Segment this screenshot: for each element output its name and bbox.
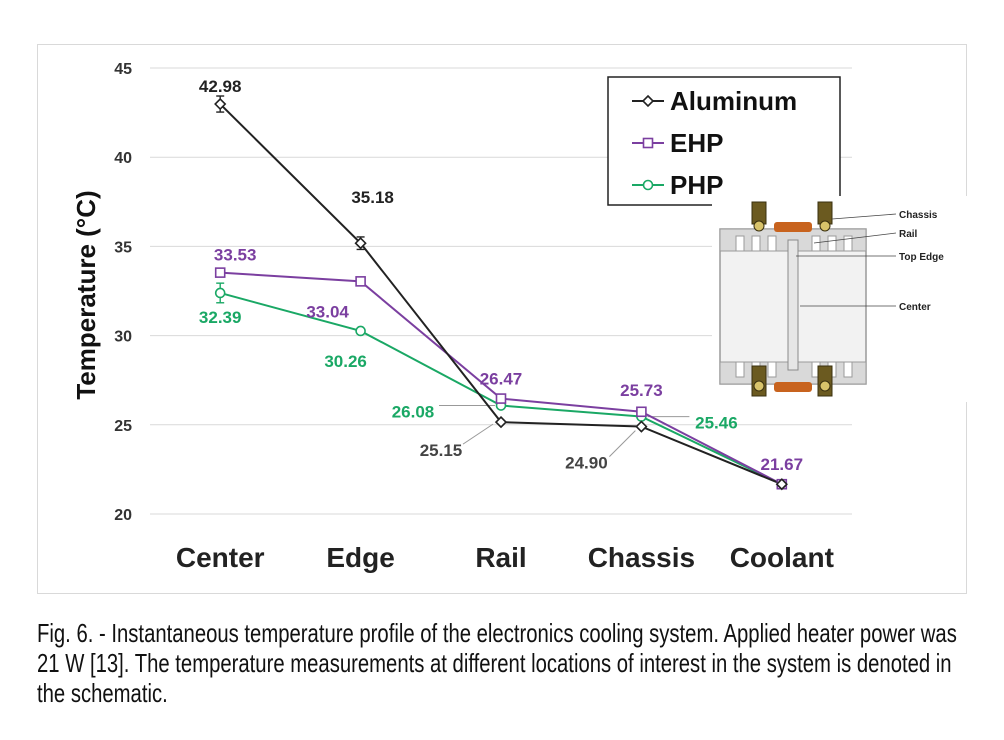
data-label: 26.08 bbox=[392, 403, 435, 422]
data-label: 35.18 bbox=[351, 188, 394, 207]
y-tick-label: 25 bbox=[114, 418, 132, 435]
data-label: 21.67 bbox=[761, 455, 804, 474]
data-label: 33.04 bbox=[306, 302, 349, 321]
legend-label-ehp: EHP bbox=[670, 128, 723, 158]
leader-line bbox=[462, 423, 494, 445]
y-tick-label: 45 bbox=[114, 61, 132, 78]
marker-php bbox=[355, 325, 366, 337]
schematic-top-heater bbox=[774, 222, 812, 232]
legend-label-aluminum: Aluminum bbox=[670, 86, 797, 116]
x-category-labels: Center Edge Rail Chassis Coolant bbox=[176, 542, 834, 573]
schematic-label-center: Center bbox=[899, 302, 931, 313]
chart: 20 25 30 35 40 45 Center Edge Rail Chassis Coolan… bbox=[71, 61, 968, 573]
data-label: 30.26 bbox=[324, 352, 367, 371]
schematic-label-rail: Rail bbox=[899, 229, 918, 240]
legend-label-php: PHP bbox=[670, 170, 723, 200]
data-label: 26.47 bbox=[480, 370, 523, 389]
schematic-label-chassis: Chassis bbox=[899, 210, 938, 221]
schematic-bottom-heater bbox=[774, 382, 812, 392]
y-tick-label: 20 bbox=[114, 507, 132, 524]
legend: Aluminum EHP PHP bbox=[607, 76, 841, 206]
data-label: 25.46 bbox=[695, 414, 738, 433]
marker-aluminum bbox=[494, 415, 508, 429]
marker-ehp bbox=[214, 267, 226, 278]
x-category-label: Chassis bbox=[588, 542, 695, 573]
x-category-label: Center bbox=[176, 542, 265, 573]
grid-layer bbox=[150, 67, 852, 515]
x-category-label: Edge bbox=[326, 542, 394, 573]
data-label: 32.39 bbox=[199, 308, 242, 327]
marker-aluminum bbox=[354, 237, 367, 250]
marker-ehp bbox=[636, 406, 647, 418]
data-label: 25.73 bbox=[620, 381, 663, 400]
data-label: 33.53 bbox=[214, 246, 257, 265]
legend-marker-aluminum bbox=[641, 94, 655, 108]
series-line-php bbox=[219, 291, 783, 486]
y-tick-label: 40 bbox=[114, 150, 132, 167]
leader-lines bbox=[439, 405, 690, 457]
legend-items: Aluminum EHP PHP bbox=[632, 86, 797, 200]
leader-line bbox=[609, 430, 636, 457]
marker-aluminum bbox=[775, 478, 788, 491]
x-category-label: Coolant bbox=[730, 542, 834, 573]
data-label-layer: 42.98 35.18 25.15 24.90 33.53 33.04 26.47 25.73… bbox=[199, 77, 803, 474]
data-label: 42.98 bbox=[199, 77, 242, 96]
schematic-center-board bbox=[787, 239, 799, 371]
marker-ehp bbox=[355, 276, 366, 287]
y-tick-labels: 20 25 30 35 40 45 bbox=[114, 61, 132, 524]
y-tick-label: 30 bbox=[114, 329, 132, 346]
marker-aluminum bbox=[635, 420, 648, 433]
y-tick-label: 35 bbox=[114, 239, 132, 256]
marker-php bbox=[214, 287, 226, 299]
data-label: 25.15 bbox=[420, 441, 463, 460]
legend-marker-php bbox=[642, 179, 654, 191]
data-label: 24.90 bbox=[565, 454, 608, 473]
legend-marker-ehp bbox=[642, 137, 654, 149]
marker-aluminum bbox=[214, 97, 227, 111]
figure-caption: Fig. 6. - Instantaneous temperature prof… bbox=[37, 618, 957, 708]
marker-ehp bbox=[495, 393, 507, 404]
x-category-label: Rail bbox=[475, 542, 526, 573]
schematic-label-top-edge: Top Edge bbox=[899, 252, 944, 263]
y-axis-label: Temperature (°C) bbox=[71, 190, 101, 399]
marker-layer bbox=[214, 95, 788, 491]
schematic-inset: Chassis Rail Top Edge Center bbox=[712, 196, 968, 402]
